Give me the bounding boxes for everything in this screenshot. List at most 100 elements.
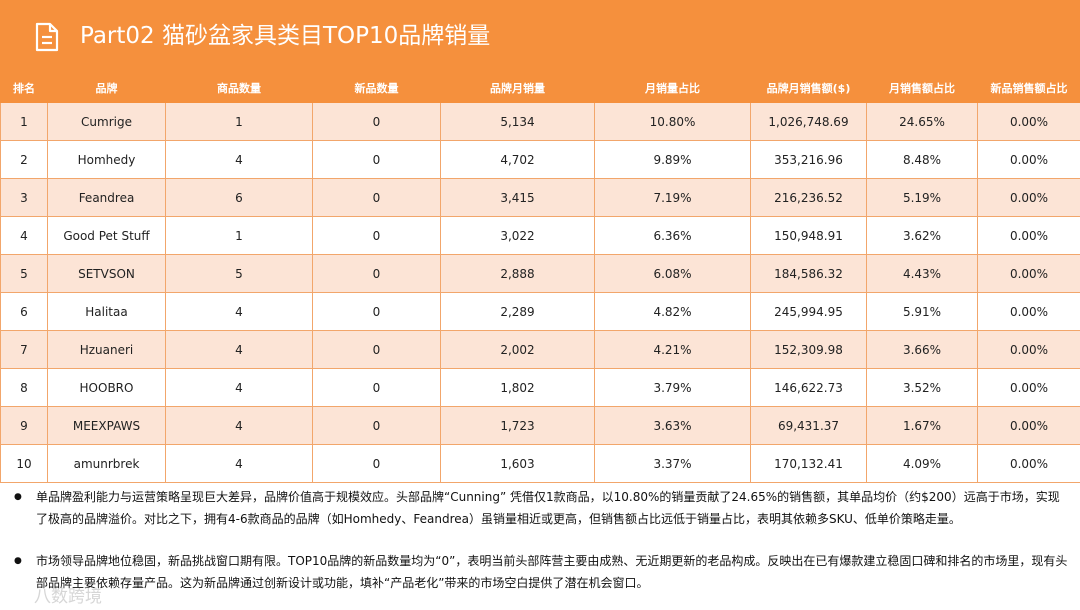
table-cell: SETVSON bbox=[47, 254, 166, 293]
table-cell: 4.21% bbox=[594, 330, 751, 369]
column-header: 品牌月销售额($) bbox=[750, 72, 867, 103]
column-header: 月销量占比 bbox=[594, 72, 751, 103]
column-header: 商品数量 bbox=[165, 72, 313, 103]
table-cell: 4.43% bbox=[866, 254, 978, 293]
table-cell: 0 bbox=[312, 140, 441, 179]
table-cell: 5.91% bbox=[866, 292, 978, 331]
table-cell: 216,236.52 bbox=[750, 178, 867, 217]
table-cell: 4 bbox=[165, 368, 313, 407]
table-row: 7 Hzuaneri 4 0 2,002 4.21% 152,309.98 3.66% 0.00… bbox=[0, 330, 1080, 369]
table-cell: 3,415 bbox=[440, 178, 595, 217]
table-cell: 5.19% bbox=[866, 178, 978, 217]
table-cell: 170,132.41 bbox=[750, 444, 867, 483]
table-cell: 150,948.91 bbox=[750, 216, 867, 255]
table-cell: 5,134 bbox=[440, 102, 595, 141]
table-row: 10 amunrbrek 4 0 1,603 3.37% 170,132.41 4.09% 0.… bbox=[0, 444, 1080, 483]
table-cell: 3.62% bbox=[866, 216, 978, 255]
table-cell: 4 bbox=[165, 444, 313, 483]
table-cell: 0.00% bbox=[977, 216, 1080, 255]
table-cell: 0.00% bbox=[977, 254, 1080, 293]
table-cell: 6.08% bbox=[594, 254, 751, 293]
header-row: 排名 品牌 商品数量 新品数量 品牌月销量 月销量占比 品牌月销售额($) 月销售额占比 新品销… bbox=[0, 72, 1080, 103]
column-header: 新品数量 bbox=[312, 72, 441, 103]
table-cell: 4 bbox=[165, 140, 313, 179]
table-cell: 3.79% bbox=[594, 368, 751, 407]
column-header: 新品销售额占比 bbox=[977, 72, 1080, 103]
table-cell: 0.00% bbox=[977, 368, 1080, 407]
table-cell: 6 bbox=[165, 178, 313, 217]
table-cell: 146,622.73 bbox=[750, 368, 867, 407]
table-row: 1 Cumrige 1 0 5,134 10.80% 1,026,748.69 24.65% 0… bbox=[0, 102, 1080, 141]
table-cell: 2 bbox=[0, 140, 48, 179]
note: 单品牌盈利能力与运营策略呈现巨大差异，品牌价值高于规模效应。头部品牌“Cunni… bbox=[14, 486, 1070, 530]
table-cell: 0.00% bbox=[977, 330, 1080, 369]
note-text: 市场领导品牌地位稳固，新品挑战窗口期有限。TOP10品牌的新品数量均为“0”，表… bbox=[36, 554, 1068, 590]
column-header: 月销售额占比 bbox=[866, 72, 978, 103]
table-cell: 3.52% bbox=[866, 368, 978, 407]
table-cell: 1,723 bbox=[440, 406, 595, 445]
table-cell: 4 bbox=[0, 216, 48, 255]
table-row: 2 Homhedy 4 0 4,702 9.89% 353,216.96 8.48% 0.00% bbox=[0, 140, 1080, 179]
table-cell: 0 bbox=[312, 292, 441, 331]
table-cell: Feandrea bbox=[47, 178, 166, 217]
table-body: 1 Cumrige 1 0 5,134 10.80% 1,026,748.69 24.65% 0… bbox=[0, 102, 1080, 483]
table-cell: 10 bbox=[0, 444, 48, 483]
table-cell: 353,216.96 bbox=[750, 140, 867, 179]
table-row: 9 MEEXPAWS 4 0 1,723 3.63% 69,431.37 1.67% 0.00% bbox=[0, 406, 1080, 445]
title-banner: Part02 猫砂盆家具类目TOP10品牌销量 bbox=[0, 0, 1080, 72]
table-cell: 5 bbox=[0, 254, 48, 293]
table-row: 4 Good Pet Stuff 1 0 3,022 6.36% 150,948.91 3.6… bbox=[0, 216, 1080, 255]
table-row: 5 SETVSON 5 0 2,888 6.08% 184,586.32 4.43% 0.00% bbox=[0, 254, 1080, 293]
table-cell: 1 bbox=[165, 216, 313, 255]
table-cell: 24.65% bbox=[866, 102, 978, 141]
table-cell: 0 bbox=[312, 368, 441, 407]
table-cell: 0 bbox=[312, 444, 441, 483]
table-row: 6 Halitaa 4 0 2,289 4.82% 245,994.95 5.91% 0.00% bbox=[0, 292, 1080, 331]
table-cell: 9.89% bbox=[594, 140, 751, 179]
table-cell: 0 bbox=[312, 406, 441, 445]
document-icon bbox=[35, 22, 59, 52]
table-cell: 0.00% bbox=[977, 102, 1080, 141]
table-cell: 4.82% bbox=[594, 292, 751, 331]
table-cell: 152,309.98 bbox=[750, 330, 867, 369]
table-cell: 4 bbox=[165, 406, 313, 445]
table-cell: 1,603 bbox=[440, 444, 595, 483]
table-cell: Good Pet Stuff bbox=[47, 216, 166, 255]
table-cell: HOOBRO bbox=[47, 368, 166, 407]
table-cell: 9 bbox=[0, 406, 48, 445]
table-cell: 6.36% bbox=[594, 216, 751, 255]
note-text: 单品牌盈利能力与运营策略呈现巨大差异，品牌价值高于规模效应。头部品牌“Cunni… bbox=[36, 490, 1060, 526]
table-cell: 2,888 bbox=[440, 254, 595, 293]
table-cell: 8.48% bbox=[866, 140, 978, 179]
table-cell: 7 bbox=[0, 330, 48, 369]
table-row: 8 HOOBRO 4 0 1,802 3.79% 146,622.73 3.52% 0.00% bbox=[0, 368, 1080, 407]
table-cell: 184,586.32 bbox=[750, 254, 867, 293]
note: 市场领导品牌地位稳固，新品挑战窗口期有限。TOP10品牌的新品数量均为“0”，表… bbox=[14, 550, 1070, 594]
table-cell: 1 bbox=[0, 102, 48, 141]
table-cell: 0 bbox=[312, 330, 441, 369]
table-cell: 4,702 bbox=[440, 140, 595, 179]
table-cell: 0 bbox=[312, 102, 441, 141]
brand-table: 排名 品牌 商品数量 新品数量 品牌月销量 月销量占比 品牌月销售额($) 月销售额占比 新品销… bbox=[0, 72, 1080, 483]
table-cell: Halitaa bbox=[47, 292, 166, 331]
table-cell: 3.37% bbox=[594, 444, 751, 483]
table-cell: Cumrige bbox=[47, 102, 166, 141]
table-cell: MEEXPAWS bbox=[47, 406, 166, 445]
watermark: 八数跨境 bbox=[34, 587, 102, 607]
table-cell: 1,802 bbox=[440, 368, 595, 407]
column-header: 品牌 bbox=[47, 72, 166, 103]
table-cell: Hzuaneri bbox=[47, 330, 166, 369]
table-cell: amunrbrek bbox=[47, 444, 166, 483]
table-cell: 1,026,748.69 bbox=[750, 102, 867, 141]
table-cell: 1.67% bbox=[866, 406, 978, 445]
table-cell: 0.00% bbox=[977, 178, 1080, 217]
table-cell: 69,431.37 bbox=[750, 406, 867, 445]
column-header: 排名 bbox=[0, 72, 48, 103]
page-title: Part02 猫砂盆家具类目TOP10品牌销量 bbox=[80, 23, 491, 49]
table-row: 3 Feandrea 6 0 3,415 7.19% 216,236.52 5.19% 0.00… bbox=[0, 178, 1080, 217]
table-cell: 245,994.95 bbox=[750, 292, 867, 331]
table-cell: 6 bbox=[0, 292, 48, 331]
table-cell: 10.80% bbox=[594, 102, 751, 141]
table-cell: 1 bbox=[165, 102, 313, 141]
